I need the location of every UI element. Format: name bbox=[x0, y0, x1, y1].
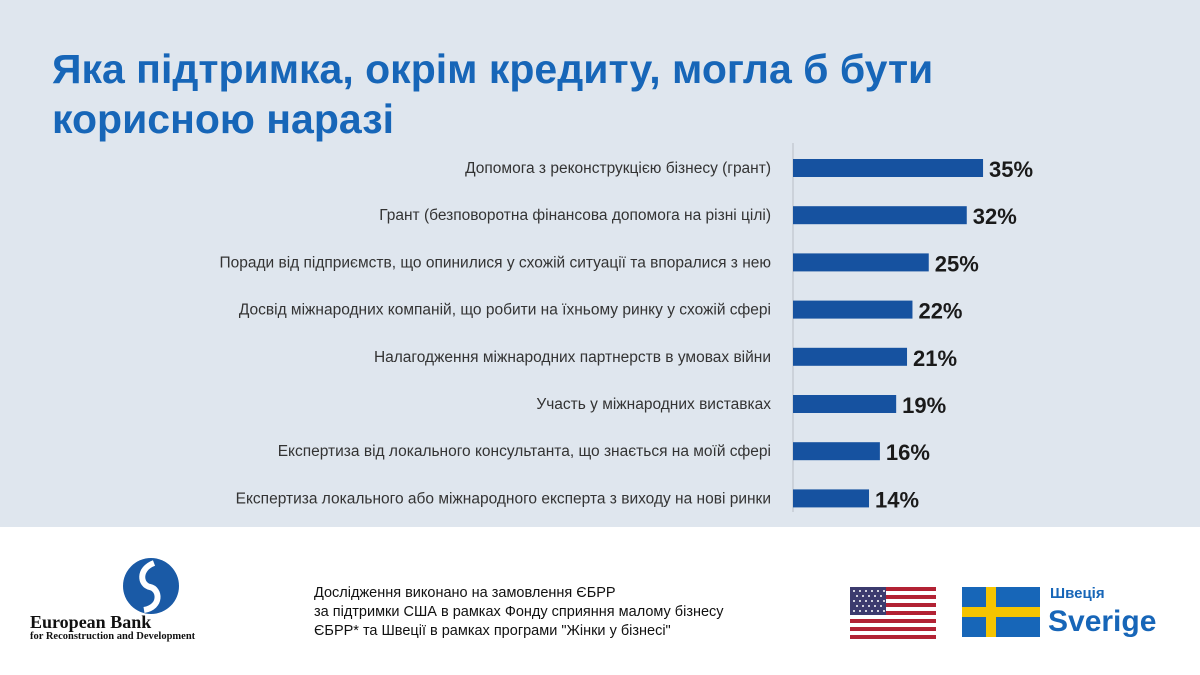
category-label: Досвід міжнародних компаній, що робити н… bbox=[239, 302, 771, 319]
footer: European Bank for Reconstruction and Dev… bbox=[0, 527, 1200, 675]
value-label: 21% bbox=[913, 346, 957, 371]
value-label: 14% bbox=[875, 487, 919, 512]
bar bbox=[793, 442, 880, 461]
bar bbox=[793, 347, 908, 366]
bar bbox=[793, 489, 870, 508]
category-label: Грант (безповоротна фінансова допомога н… bbox=[379, 207, 771, 224]
category-label: Експертиза від локального консультанта, … bbox=[278, 443, 771, 460]
value-label: 22% bbox=[918, 299, 962, 324]
bar-chart: Допомога з реконструкцією бізнесу (грант… bbox=[219, 143, 1033, 512]
category-label: Участь у міжнародних виставках bbox=[536, 396, 771, 413]
chart-panel: Яка підтримка, окрім кредиту, могла б бу… bbox=[0, 0, 1200, 527]
value-label: 35% bbox=[989, 157, 1033, 182]
value-label: 32% bbox=[973, 204, 1017, 229]
funding-note: Дослідження виконано на замовлення ЄБРР … bbox=[314, 584, 834, 641]
bar bbox=[793, 159, 984, 177]
logo-subtitle: for Reconstruction and Development bbox=[30, 631, 196, 642]
sweden-label-ua: Швеція bbox=[1050, 585, 1105, 602]
bar bbox=[793, 395, 897, 413]
sweden-label-se: Sverige bbox=[1048, 605, 1157, 638]
category-label: Допомога з реконструкцією бізнесу (грант… bbox=[465, 160, 771, 177]
note-line: ЄБРР* та Швеції в рамках програми "Жінки… bbox=[314, 623, 671, 639]
note-line: Дослідження виконано на замовлення ЄБРР bbox=[314, 585, 616, 601]
us-flag-icon bbox=[850, 587, 936, 639]
category-label: Поради від підприємств, що опинилися у с… bbox=[219, 254, 771, 271]
value-label: 16% bbox=[886, 440, 930, 465]
bar bbox=[793, 206, 967, 225]
ebrd-logo-icon bbox=[123, 558, 179, 614]
bar bbox=[793, 253, 929, 272]
logo-name: European Bank bbox=[30, 612, 152, 632]
category-label: Експертиза локального або міжнародного е… bbox=[236, 490, 771, 507]
bar bbox=[793, 300, 913, 319]
value-label: 25% bbox=[935, 251, 979, 276]
page-title: Яка підтримка, окрім кредиту, могла б бу… bbox=[52, 44, 1152, 144]
title-line-1: Яка підтримка, окрім кредиту, могла б бу… bbox=[52, 46, 934, 92]
sweden-flag-icon bbox=[962, 587, 1040, 637]
category-label: Налагодження міжнародних партнерств в ум… bbox=[374, 349, 771, 366]
title-line-2: корисною наразі bbox=[52, 96, 394, 142]
note-line: за підтримки США в рамках Фонду сприяння… bbox=[314, 604, 724, 620]
value-label: 19% bbox=[902, 393, 946, 418]
